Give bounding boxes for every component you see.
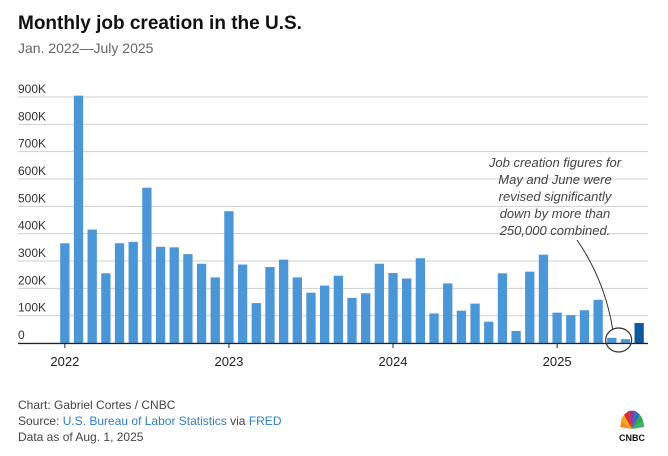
bar [525,271,535,343]
bar [87,229,97,343]
bar [237,264,248,343]
bar [620,339,631,343]
bar [101,273,111,343]
source-line: Source: U.S. Bureau of Labor Statistics … [18,413,281,429]
y-tick-label: 100K [18,301,46,315]
y-tick-label: 200K [18,273,46,287]
bar [415,258,426,343]
annotation-text: 250,000 combined. [499,223,611,238]
bar [443,283,453,343]
x-tick-label: 2024 [379,354,408,369]
data-note: Data as of Aug. 1, 2025 [18,430,144,444]
bls-link[interactable]: U.S. Bureau of Labor Statistics [62,414,227,428]
annotation-circle [605,327,633,353]
bar [634,323,644,343]
bar [128,241,138,343]
bar [265,267,275,343]
x-tick-label: 2025 [543,354,572,369]
chart-subtitle: Jan. 2022—July 2025 [18,40,154,56]
bar [511,330,521,343]
y-tick-label: 800K [18,109,46,123]
bar [320,285,330,343]
bar [114,243,125,343]
source-via: via [226,414,249,428]
x-tick-label: 2023 [214,354,243,369]
source-prefix: Source: [18,414,63,428]
y-tick-label: 0 [18,328,25,342]
y-tick-label: 400K [18,219,46,233]
chart-credit: Chart: Gabriel Cortes / CNBC [18,398,176,412]
bar [361,293,371,343]
bar [593,299,603,343]
annotation-text: revised significantly [499,189,613,204]
bar [224,211,234,343]
bar [607,337,617,343]
bar [142,187,152,343]
annotation-leader-line [576,239,614,330]
annotation-text: Job creation figures for [488,155,622,170]
bar [402,278,412,343]
annotation-text: down by more than [500,206,611,221]
y-tick-label: 300K [18,246,46,260]
bar [155,246,166,343]
y-tick-label: 600K [18,164,46,178]
bar [60,243,70,343]
bar [456,310,467,343]
bar [566,315,576,343]
bar [388,273,398,343]
y-tick-label: 500K [18,191,46,205]
fred-link[interactable]: FRED [248,414,282,428]
bar [470,303,480,343]
bar [374,263,384,343]
x-tick-label: 2022 [50,354,79,369]
bar [278,259,289,343]
bar [347,297,357,343]
bar [497,273,508,343]
bar [579,310,590,343]
bar [484,321,494,343]
bar [552,312,562,343]
bar [251,303,261,343]
bar [292,277,302,343]
bar [169,247,179,343]
y-tick-label: 900K [18,82,46,96]
chart-title: Monthly job creation in the U.S. [18,13,302,34]
bar [183,254,193,343]
cnbc-logo-text: CNBC [619,433,645,443]
y-tick-label: 700K [18,137,46,151]
annotation-text: May and June were [498,172,611,187]
bar [429,313,439,343]
cnbc-peacock-icon: CNBC [619,410,645,443]
bar [210,277,220,343]
bar [73,95,84,343]
bar-chart: 0 100K 200K 300K 400K 500K 600K 700K 800K 900K 202… [18,82,648,369]
bar [333,275,343,343]
bar [196,263,207,343]
bar [538,254,549,343]
bar [306,292,316,343]
